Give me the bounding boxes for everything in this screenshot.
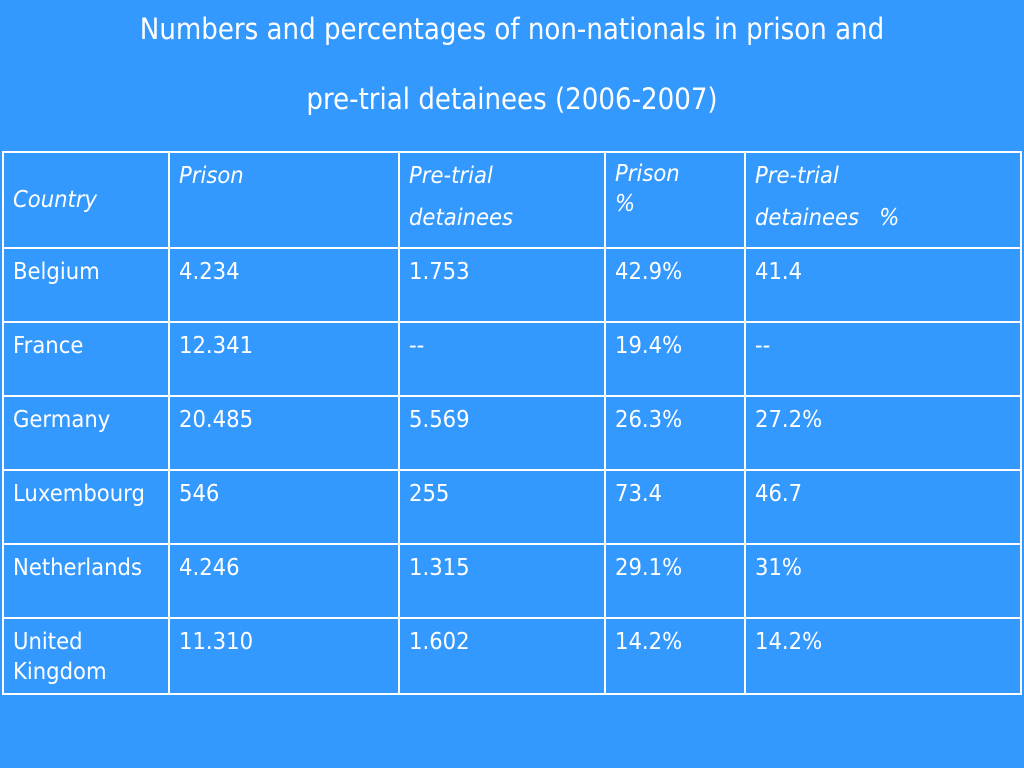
prison-pct-value: 26.3% [615, 407, 683, 433]
table-row: France 12.341 -- 19.4% -- [2, 321, 1022, 397]
cell-country: Germany [2, 395, 170, 471]
cell-prison-pct: 26.3% [604, 395, 746, 471]
header-prison-pct-line2: % [615, 191, 636, 217]
prison-value: 20.485 [179, 407, 254, 433]
header-pretrial-pct-line2: detainees % [755, 205, 900, 231]
pretrial-pct-value: 41.4 [755, 259, 803, 285]
pretrial-pct-value: -- [755, 333, 771, 359]
header-pretrial: Pre-trial detainees [398, 151, 606, 249]
cell-prison-pct: 73.4 [604, 469, 746, 545]
cell-country: Belgium [2, 247, 170, 323]
pretrial-value: 255 [409, 481, 450, 507]
cell-country: France [2, 321, 170, 397]
pretrial-pct-value: 27.2% [755, 407, 823, 433]
pretrial-pct-value: 31% [755, 555, 803, 581]
country-label-line2: Kingdom [13, 659, 107, 685]
prison-pct-value: 29.1% [615, 555, 683, 581]
cell-prison: 11.310 [168, 617, 400, 695]
cell-country: United Kingdom [2, 617, 170, 695]
cell-prison: 12.341 [168, 321, 400, 397]
cell-prison-pct: 14.2% [604, 617, 746, 695]
prison-value: 11.310 [179, 629, 254, 655]
pretrial-value: 5.569 [409, 407, 470, 433]
header-pretrial-line2: detainees [409, 205, 514, 231]
cell-pretrial: 1.315 [398, 543, 606, 619]
pretrial-value: 1.753 [409, 259, 470, 285]
title-line-2: pre-trial detainees (2006-2007) [306, 82, 718, 116]
country-label: Luxembourg [13, 481, 145, 507]
pretrial-value: 1.315 [409, 555, 470, 581]
data-table: Country Prison Pre-trial detainees Priso… [2, 151, 1022, 695]
header-prison: Prison [168, 151, 400, 249]
header-pretrial-line1: Pre-trial [409, 163, 493, 189]
cell-pretrial: 255 [398, 469, 606, 545]
cell-prison-pct: 19.4% [604, 321, 746, 397]
country-label: Belgium [13, 259, 100, 285]
prison-value: 546 [179, 481, 220, 507]
table-row: Luxembourg 546 255 73.4 46.7 [2, 469, 1022, 545]
prison-pct-value: 73.4 [615, 481, 663, 507]
header-country: Country [2, 151, 170, 249]
prison-value: 4.246 [179, 555, 240, 581]
country-label-line1: United [13, 629, 83, 655]
pretrial-value: 1.602 [409, 629, 470, 655]
cell-pretrial: 5.569 [398, 395, 606, 471]
cell-prison: 4.246 [168, 543, 400, 619]
header-prison-pct: Prison % [604, 151, 746, 249]
cell-prison: 546 [168, 469, 400, 545]
header-country-label: Country [13, 187, 98, 213]
cell-pretrial: 1.602 [398, 617, 606, 695]
pretrial-pct-value: 46.7 [755, 481, 803, 507]
header-row: Country Prison Pre-trial detainees Priso… [2, 151, 1022, 249]
cell-pretrial-pct: 27.2% [744, 395, 1022, 471]
cell-prison-pct: 42.9% [604, 247, 746, 323]
country-label: France [13, 333, 84, 359]
table-row: United Kingdom 11.310 1.602 14.2% 14.2% [2, 617, 1022, 695]
cell-pretrial: 1.753 [398, 247, 606, 323]
cell-prison: 20.485 [168, 395, 400, 471]
prison-pct-value: 19.4% [615, 333, 683, 359]
cell-pretrial-pct: -- [744, 321, 1022, 397]
pretrial-pct-value: 14.2% [755, 629, 823, 655]
country-label: Netherlands [13, 555, 142, 581]
header-prison-label: Prison [179, 163, 244, 189]
pretrial-value: -- [409, 333, 425, 359]
cell-pretrial: -- [398, 321, 606, 397]
prison-pct-value: 14.2% [615, 629, 683, 655]
title-line-1: Numbers and percentages of non-nationals… [139, 12, 885, 46]
cell-pretrial-pct: 41.4 [744, 247, 1022, 323]
cell-prison-pct: 29.1% [604, 543, 746, 619]
table-row: Belgium 4.234 1.753 42.9% 41.4 [2, 247, 1022, 323]
cell-pretrial-pct: 31% [744, 543, 1022, 619]
country-label: Germany [13, 407, 111, 433]
header-prison-pct-line1: Prison [615, 161, 680, 187]
cell-pretrial-pct: 46.7 [744, 469, 1022, 545]
table-row: Netherlands 4.246 1.315 29.1% 31% [2, 543, 1022, 619]
prison-value: 12.341 [179, 333, 254, 359]
prison-pct-value: 42.9% [615, 259, 683, 285]
header-pretrial-pct: Pre-trial detainees % [744, 151, 1022, 249]
cell-country: Netherlands [2, 543, 170, 619]
header-pretrial-pct-line1: Pre-trial [755, 163, 839, 189]
prison-value: 4.234 [179, 259, 240, 285]
cell-country: Luxembourg [2, 469, 170, 545]
cell-prison: 4.234 [168, 247, 400, 323]
cell-pretrial-pct: 14.2% [744, 617, 1022, 695]
table-row: Germany 20.485 5.569 26.3% 27.2% [2, 395, 1022, 471]
